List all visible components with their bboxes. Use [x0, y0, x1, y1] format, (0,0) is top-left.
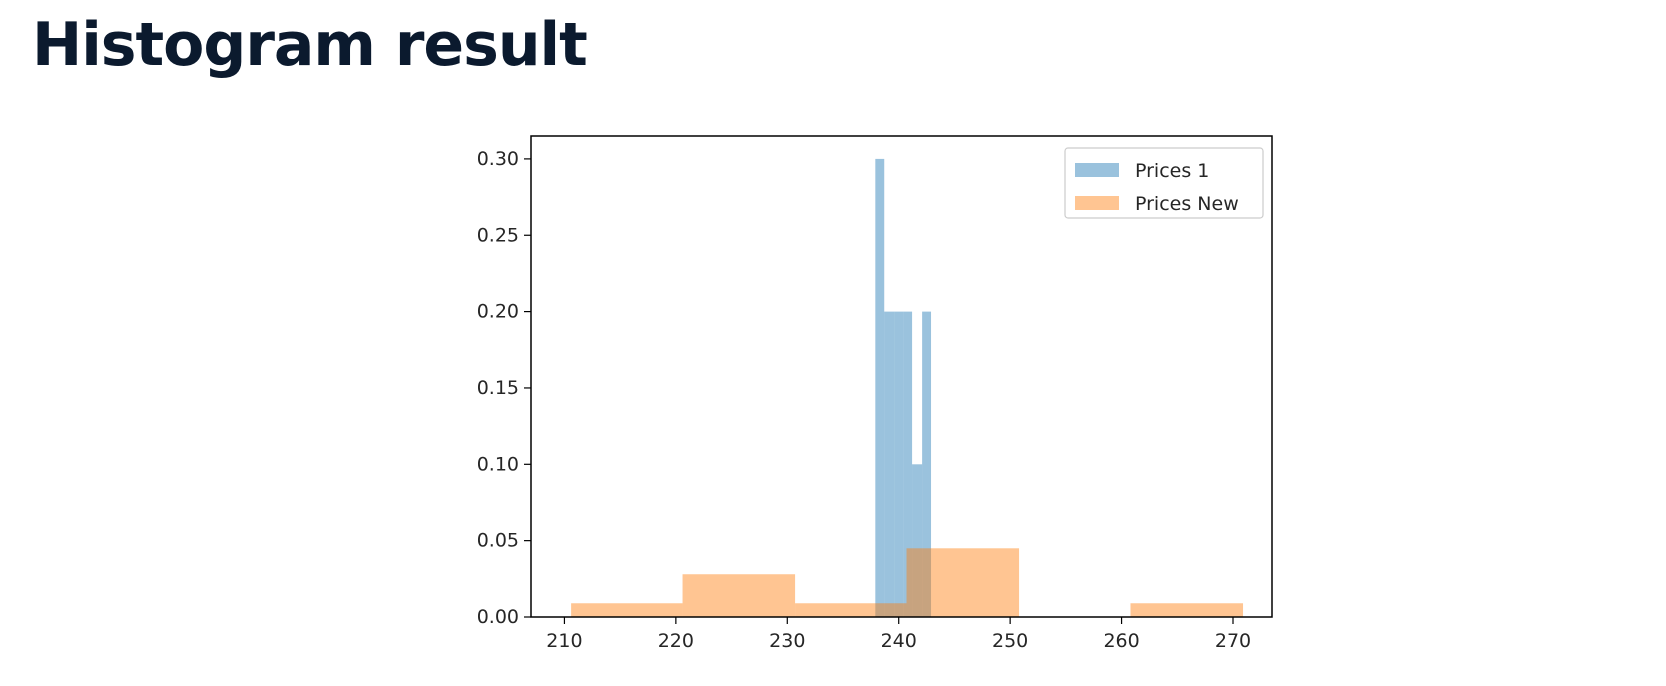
- legend-label-prices-1: Prices 1: [1135, 160, 1209, 182]
- legend-swatch-prices-new: [1075, 196, 1119, 210]
- bar-prices-1-1: [884, 311, 895, 617]
- y-tick-label: 0.15: [477, 377, 519, 399]
- bar-prices-new-1: [682, 574, 796, 617]
- y-axis: 0.00 0.05 0.10 0.15 0.20 0.25 0.30: [477, 148, 531, 628]
- bar-prices-1-5: [922, 311, 932, 617]
- x-tick-label: 260: [1103, 630, 1139, 652]
- y-tick-label: 0.00: [477, 606, 519, 628]
- y-tick-label: 0.05: [477, 530, 519, 552]
- x-tick-label: 250: [992, 630, 1028, 652]
- bar-prices-new-3: [906, 548, 1020, 617]
- bar-prices-new-0: [571, 603, 683, 617]
- x-tick-label: 270: [1215, 630, 1251, 652]
- bar-prices-new-2: [795, 603, 907, 617]
- plot-frame: [530, 135, 1273, 618]
- bar-prices-1-3: [903, 311, 913, 617]
- x-tick-label: 220: [658, 630, 694, 652]
- y-tick-label: 0.30: [477, 148, 519, 170]
- page-title: Histogram result: [32, 10, 588, 80]
- bar-prices-1-2: [894, 311, 904, 617]
- y-tick-label: 0.20: [477, 301, 519, 323]
- legend-label-prices-new: Prices New: [1135, 193, 1239, 215]
- x-tick-label: 210: [546, 630, 582, 652]
- y-tick-label: 0.10: [477, 453, 519, 475]
- legend: Prices 1 Prices New: [1064, 147, 1264, 219]
- legend-swatch-prices-1: [1075, 163, 1119, 177]
- y-tick-label: 0.25: [477, 224, 519, 246]
- legend-box: [1064, 147, 1264, 219]
- bar-prices-1-0: [875, 158, 885, 617]
- x-tick-label: 230: [769, 630, 805, 652]
- x-axis: 210 220 230 240 250 260 270: [546, 617, 1251, 652]
- bar-prices-new-5: [1130, 603, 1244, 617]
- bar-prices-1-4: [912, 464, 923, 617]
- bars-layer: [571, 158, 1244, 617]
- x-tick-label: 240: [881, 630, 917, 652]
